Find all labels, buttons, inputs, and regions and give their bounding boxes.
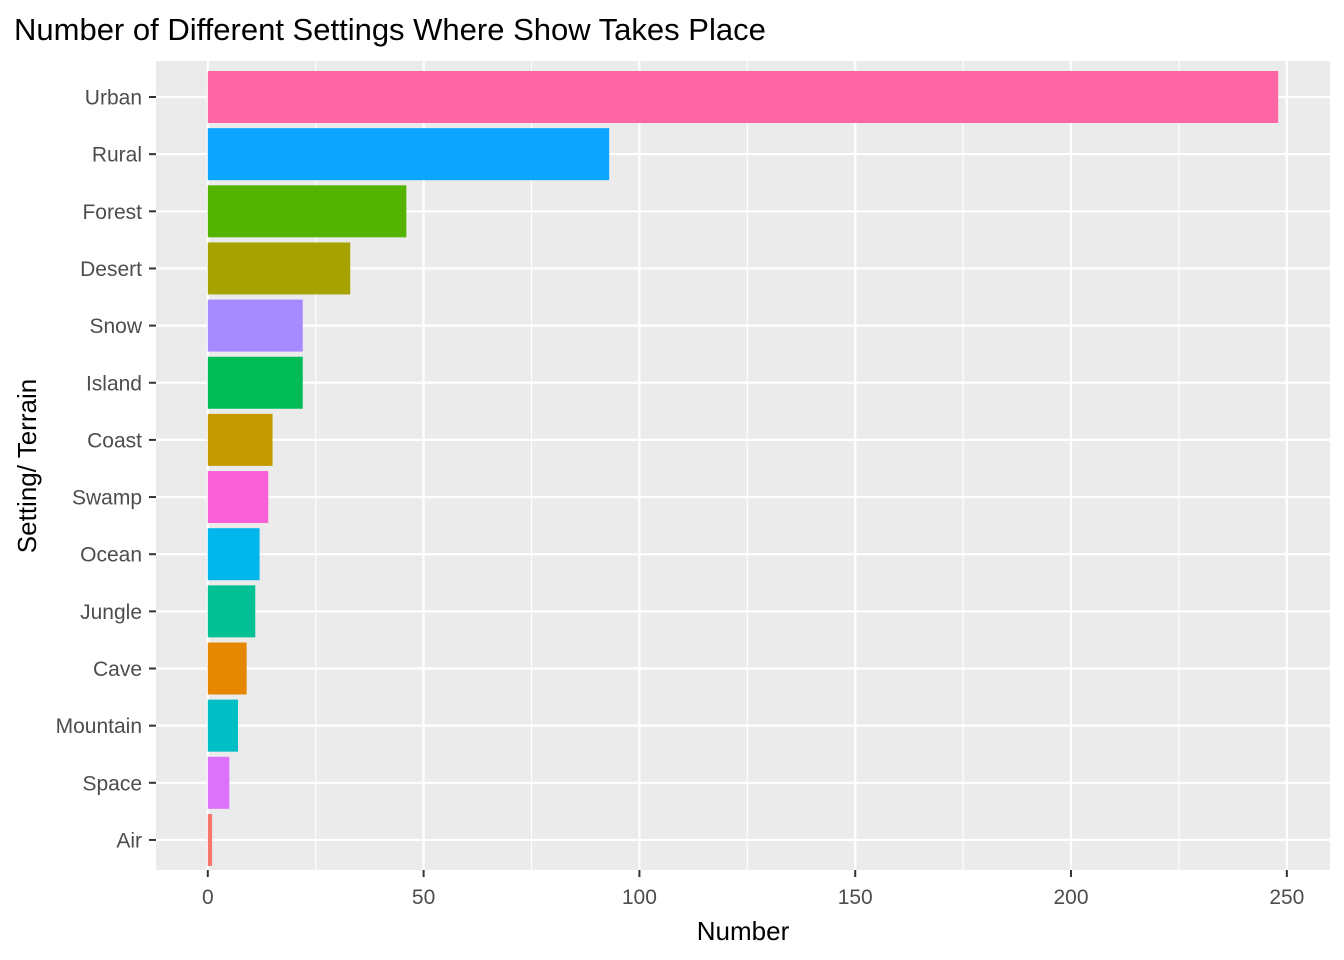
x-tick-label: 100: [622, 886, 657, 909]
y-tick-label: Cave: [93, 658, 142, 681]
y-axis-title: Setting/ Terrain: [12, 379, 42, 553]
x-tick-label: 0: [202, 886, 214, 909]
x-tick-label: 200: [1054, 886, 1089, 909]
y-tick-label: Island: [86, 372, 142, 395]
chart-title: Number of Different Settings Where Show …: [14, 12, 766, 47]
y-tick-label: Jungle: [80, 601, 142, 624]
bar-urban: [207, 71, 1279, 123]
plot-panel: [156, 61, 1330, 870]
y-tick-label: Urban: [85, 87, 142, 110]
y-axis: Urban Rural Forest Desert Snow Island Coast Swa…: [56, 87, 156, 852]
bar-island: [207, 356, 303, 409]
minor-gridlines: [315, 61, 1180, 870]
bars: [207, 71, 1279, 866]
y-tick-label: Air: [116, 829, 142, 852]
bar-space: [207, 756, 230, 809]
y-tick-label: Coast: [87, 429, 142, 452]
x-axis-title: Number: [697, 916, 790, 946]
x-tick-label: 250: [1269, 886, 1304, 909]
x-tick-label: 50: [412, 886, 435, 909]
y-tick-label: Space: [82, 772, 142, 795]
y-tick-label: Swamp: [72, 487, 142, 510]
bar-cave: [207, 642, 247, 695]
bar-air: [207, 813, 213, 866]
y-tick-label: Desert: [80, 258, 142, 281]
y-tick-label: Forest: [82, 201, 142, 224]
y-tick-label: Snow: [89, 315, 142, 338]
y-tick-label: Ocean: [80, 544, 142, 567]
bar-snow: [207, 299, 303, 352]
bar-forest: [207, 185, 407, 238]
bar-desert: [207, 242, 351, 295]
bar-jungle: [207, 585, 256, 638]
y-tick-label: Rural: [92, 144, 142, 167]
x-axis: 0 50 100 150 200 250: [202, 870, 1304, 909]
bar-mountain: [207, 699, 239, 752]
y-tick-label: Mountain: [56, 715, 142, 738]
bar-rural: [207, 128, 610, 181]
bar-coast: [207, 413, 273, 466]
x-tick-label: 150: [838, 886, 873, 909]
bar-swamp: [207, 471, 269, 524]
bar-ocean: [207, 528, 260, 581]
